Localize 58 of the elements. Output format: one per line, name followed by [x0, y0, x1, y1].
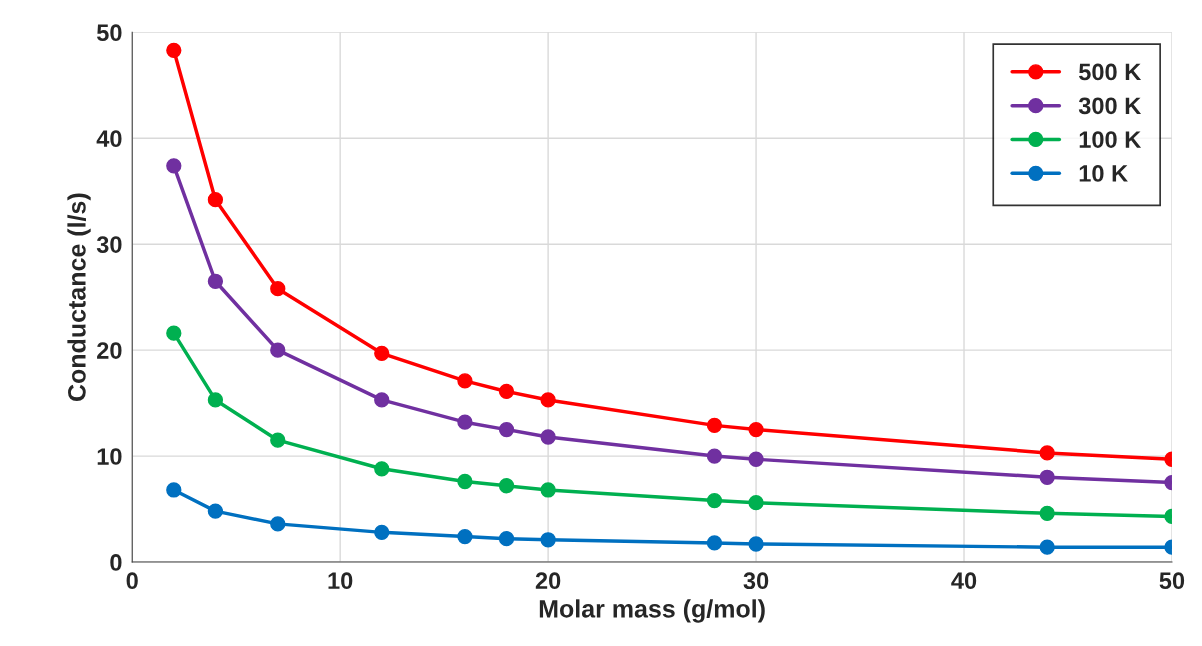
point — [270, 432, 286, 448]
point — [374, 524, 390, 540]
point — [270, 342, 286, 358]
point — [207, 192, 224, 208]
point — [498, 383, 515, 400]
x-tick-label: 10 — [328, 572, 353, 590]
point — [748, 495, 764, 511]
point — [457, 528, 473, 545]
point — [207, 503, 224, 519]
y-tick-label: 40 — [96, 130, 122, 148]
point — [706, 417, 723, 433]
point — [166, 325, 182, 341]
point — [706, 492, 723, 509]
x-tick-label: 20 — [535, 572, 561, 590]
point — [374, 392, 390, 408]
point — [270, 516, 286, 532]
point — [457, 473, 473, 490]
legend-label: 500 K — [1078, 63, 1142, 81]
point — [457, 414, 473, 430]
point — [166, 42, 182, 58]
point — [207, 273, 224, 289]
y-tick-label: 30 — [96, 236, 122, 254]
y-tick-label: 20 — [97, 342, 122, 359]
point — [748, 451, 764, 467]
x-axis-title: Molar mass (g/mol) — [539, 599, 765, 623]
point — [457, 373, 473, 389]
point — [1039, 469, 1055, 485]
x-tick-label: 0 — [126, 572, 138, 590]
point — [498, 531, 515, 547]
point — [540, 532, 556, 548]
point — [166, 482, 182, 498]
point — [748, 421, 764, 438]
legend-label: 300 K — [1078, 97, 1142, 115]
point — [1039, 505, 1055, 521]
point — [374, 345, 390, 361]
point — [498, 478, 515, 494]
point — [540, 429, 556, 445]
x-tick-label: 30 — [743, 572, 769, 590]
x-tick-label: 50 — [1159, 572, 1185, 590]
point — [706, 448, 723, 464]
point — [540, 392, 556, 408]
y-tick-label: 50 — [96, 24, 122, 42]
point — [706, 535, 723, 551]
y-tick-label: 10 — [97, 448, 122, 465]
y-tick-label: 0 — [110, 554, 122, 571]
point — [166, 158, 182, 174]
point — [1039, 539, 1055, 555]
legend-label: 10 K — [1079, 165, 1128, 182]
point — [540, 482, 556, 498]
legend-label: 100 K — [1079, 131, 1142, 148]
point — [498, 421, 515, 438]
x-tick-label: 40 — [951, 572, 977, 590]
point — [270, 281, 286, 297]
point — [1039, 445, 1055, 461]
point — [207, 392, 224, 408]
point — [374, 461, 390, 477]
point — [748, 536, 764, 552]
y-axis-title: Conductance (l/s) — [67, 193, 91, 401]
